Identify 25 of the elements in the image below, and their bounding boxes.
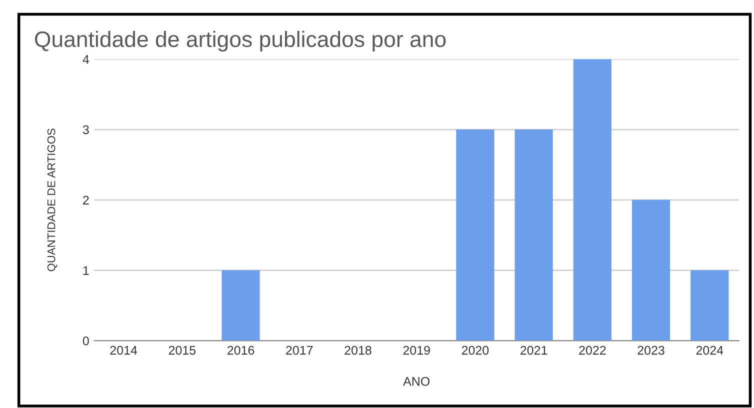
x-tick-label: 2021 (520, 346, 548, 355)
x-tick-label: 2017 (286, 346, 313, 355)
chart-title: Quantidade de artigos publicados por ano (34, 30, 446, 52)
x-tick-label: 2016 (227, 346, 254, 355)
bar (690, 270, 729, 341)
x-tick-label: 2014 (110, 346, 138, 355)
x-tick-label: 2015 (168, 346, 196, 355)
bar (632, 200, 670, 341)
bar (514, 130, 553, 341)
y-tick-label: 4 (82, 55, 90, 64)
y-tick-label: 0 (82, 336, 89, 346)
x-axis-title: ANO (403, 376, 430, 386)
x-tick-label: 2023 (638, 346, 664, 355)
x-tick-label: 2020 (462, 346, 489, 355)
x-tick-label: 2019 (403, 346, 430, 355)
y-axis-title: QUANTIDADE DE ARTIGOS (47, 128, 58, 272)
x-tick-label: 2018 (344, 346, 372, 355)
y-tick-label: 1 (83, 266, 89, 275)
x-tick-label: 2022 (579, 346, 606, 355)
bar (222, 270, 260, 341)
bar (456, 130, 494, 341)
bar (573, 59, 612, 341)
x-tick-label: 2024 (696, 346, 724, 355)
y-tick-label: 3 (82, 125, 89, 134)
y-tick-label: 2 (83, 196, 89, 204)
